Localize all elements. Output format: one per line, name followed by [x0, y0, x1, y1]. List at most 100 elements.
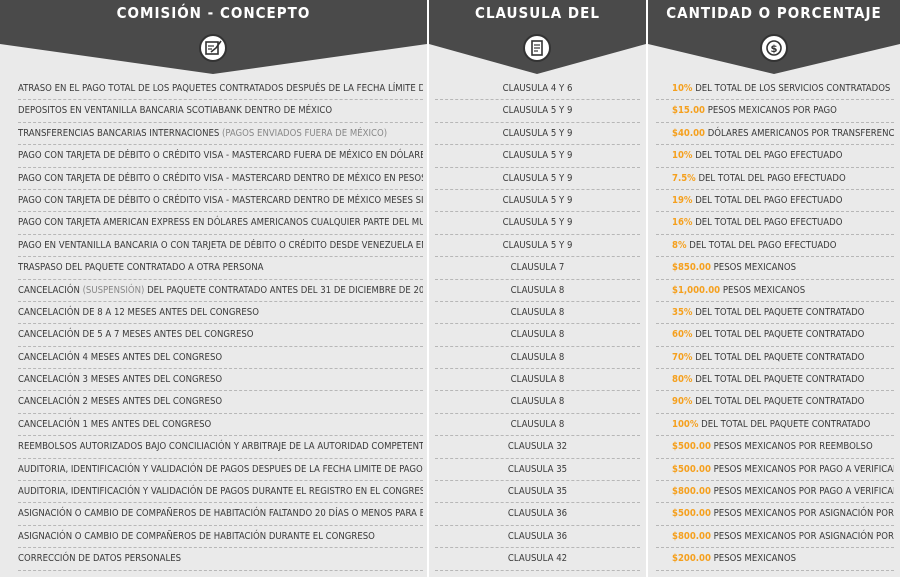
concept-text: CANCELACIÓN DE 8 A 12 MESES ANTES DEL CO… — [18, 306, 259, 318]
amount-text: PESOS MEXICANOS — [713, 262, 797, 274]
table-row: CLAUSULA 36 — [435, 503, 640, 526]
table-row: CLAUSULA 5 Y 9 — [435, 168, 640, 190]
table-row: AUDITORIA, IDENTIFICACIÓN Y VALIDACIÓN D… — [18, 481, 423, 504]
concept-text: CORRECCIÓN DE DATOS PERSONALES — [18, 553, 182, 565]
concept-text: TRASPASO DEL PAQUETE CONTRATADO A OTRA P… — [18, 262, 264, 274]
concept-text: CANCELACIÓN 2 MESES ANTES DEL CONGRESO — [18, 396, 223, 408]
table-row: CLAUSULA 8 — [435, 391, 640, 414]
table-row: CLAUSULA 4 Y 6 — [435, 78, 640, 101]
table-row: CLAUSULA 8 — [435, 324, 640, 347]
table-row: 7.5% DEL TOTAL DEL PAGO EFECTUADO — [656, 168, 894, 190]
table-row: CANCELACIÓN (SUSPENSIÓN) DEL PAQUETE CON… — [18, 280, 423, 302]
concept-text: REEMBOLSOS AUTORIZADOS BAJO CONCILIACIÓN… — [18, 441, 423, 453]
table-row: CLAUSULA 7 — [435, 257, 640, 280]
amount-text: PESOS MEXICANOS POR PAGO A VERIFICAR — [713, 486, 894, 498]
clause-rows: CLAUSULA 4 Y 6 CLAUSULA 5 Y 9 CLAUSULA 5 Y… — [429, 78, 646, 571]
table-row: CLAUSULA 5 Y 9 — [435, 212, 640, 235]
amount-text: DEL TOTAL DEL PAQUETE CONTRATADO — [695, 329, 865, 341]
clause-text: CLAUSULA 5 Y 9 — [502, 150, 573, 162]
table-row: CANCELACIÓN DE 5 A 7 MESES ANTES DEL CON… — [18, 324, 423, 347]
amount-column: CANTIDAD O PORCENTAJE $ 10% DEL TOTAL DE… — [648, 0, 900, 577]
concept-text: ASIGNACIÓN O CAMBIO DE COMPAÑEROS DE HAB… — [18, 530, 375, 542]
table-row: 10% DEL TOTAL DEL PAGO EFECTUADO — [656, 145, 894, 168]
amount-value: $500.00 — [672, 463, 711, 475]
clause-text: CLAUSULA 8 — [510, 284, 565, 296]
clause-text: CLAUSULA 8 — [510, 329, 565, 341]
clause-text: CLAUSULA 5 Y 9 — [502, 217, 573, 229]
table-row: DEPOSITOS EN VENTANILLA BANCARIA SCOTIAB… — [18, 100, 423, 123]
table-row: $800.00 PESOS MEXICANOS POR PAGO A VERIF… — [656, 481, 894, 504]
table-row: PAGO CON TARJETA DE DÉBITO O CRÉDITO VIS… — [18, 190, 423, 213]
contract-document-icon — [523, 34, 551, 62]
concept-column: COMISIÓN - CONCEPTO ATRASO EN EL PAGO TO… — [0, 0, 427, 577]
table-row: CLAUSULA 8 — [435, 369, 640, 392]
clause-text: CLAUSULA 5 Y 9 — [502, 172, 573, 184]
concept-text: CANCELACIÓN DE 5 A 7 MESES ANTES DEL CON… — [18, 329, 254, 341]
amount-text: PESOS MEXICANOS POR PAGO — [707, 105, 837, 117]
table-row: PAGO EN VENTANILLA BANCARIA O CON TARJET… — [18, 235, 423, 258]
svg-text:$: $ — [771, 44, 778, 55]
amount-text: DEL TOTAL DEL PAGO EFECTUADO — [695, 150, 843, 162]
concept-text: ASIGNACIÓN O CAMBIO DE COMPAÑEROS DE HAB… — [18, 508, 423, 520]
concept-note: (SUSPENSIÓN) — [82, 284, 145, 296]
table-row: CLAUSULA 5 Y 9 — [435, 100, 640, 123]
signed-document-icon — [199, 34, 227, 62]
amount-text: PESOS MEXICANOS POR PAGO A VERIFICAR — [713, 463, 894, 475]
table-row: CLAUSULA 8 — [435, 347, 640, 370]
table-row: $40.00 DÓLARES AMERICANOS POR TRANSFEREN… — [656, 123, 894, 146]
clause-text: CLAUSULA 36 — [507, 530, 568, 542]
clause-text: CLAUSULA 8 — [510, 374, 565, 386]
table-row: 10% DEL TOTAL DE LOS SERVICIOS CONTRATAD… — [656, 78, 894, 101]
amount-value: $850.00 — [672, 262, 711, 274]
clause-text: CLAUSULA 8 — [510, 306, 565, 318]
table-row: $500.00 PESOS MEXICANOS POR REEMBOLSO — [656, 436, 894, 459]
table-row: $500.00 PESOS MEXICANOS POR ASIGNACIÓN P… — [656, 503, 894, 526]
table-row: 70% DEL TOTAL DEL PAQUETE CONTRATADO — [656, 347, 894, 370]
table-row: CLAUSULA 5 Y 9 — [435, 145, 640, 168]
clause-text: CLAUSULA 4 Y 6 — [502, 83, 573, 94]
clause-header: CLAUSULA DEL CONTRATO — [429, 0, 646, 48]
amount-value: 100% — [672, 418, 699, 430]
clause-text: CLAUSULA 5 Y 9 — [502, 194, 573, 206]
table-row: CLAUSULA 5 Y 9 — [435, 190, 640, 213]
table-row: PAGO CON TARJETA DE DÉBITO O CRÉDITO VIS… — [18, 145, 423, 168]
amount-value: 70% — [672, 351, 693, 363]
amount-text: PESOS MEXICANOS — [713, 553, 797, 565]
amount-value: 8% — [672, 239, 687, 251]
clause-text: CLAUSULA 5 Y 9 — [502, 105, 573, 117]
concept-text: PAGO CON TARJETA DE DÉBITO O CRÉDITO VIS… — [18, 172, 423, 184]
concept-text: PAGO EN VENTANILLA BANCARIA O CON TARJET… — [18, 239, 423, 251]
table-row: CORRECCIÓN DE DATOS PERSONALES — [18, 548, 423, 571]
amount-text: DEL TOTAL DEL PAQUETE CONTRATADO — [701, 418, 871, 430]
table-row: AUDITORIA, IDENTIFICACIÓN Y VALIDACIÓN D… — [18, 459, 423, 482]
amount-text: DEL TOTAL DEL PAQUETE CONTRATADO — [695, 396, 865, 408]
clause-text: CLAUSULA 35 — [507, 486, 568, 498]
amount-value: 90% — [672, 396, 693, 408]
table-row: $850.00 PESOS MEXICANOS — [656, 257, 894, 280]
table-row: $800.00 PESOS MEXICANOS POR ASIGNACIÓN P… — [656, 526, 894, 549]
table-row: 60% DEL TOTAL DEL PAQUETE CONTRATADO — [656, 324, 894, 347]
concept-header: COMISIÓN - CONCEPTO — [0, 0, 427, 26]
table-row: CLAUSULA 8 — [435, 302, 640, 325]
table-row: 16% DEL TOTAL DEL PAGO EFECTUADO — [656, 212, 894, 235]
clause-text: CLAUSULA 5 Y 9 — [502, 127, 573, 139]
table-row: CLAUSULA 8 — [435, 414, 640, 437]
table-row: ASIGNACIÓN O CAMBIO DE COMPAÑEROS DE HAB… — [18, 503, 423, 526]
table-row: 8% DEL TOTAL DEL PAGO EFECTUADO — [656, 235, 894, 258]
concept-text: AUDITORIA, IDENTIFICACIÓN Y VALIDACIÓN D… — [18, 463, 423, 475]
amount-value: $200.00 — [672, 553, 711, 565]
concept-text: CANCELACIÓN 4 MESES ANTES DEL CONGRESO — [18, 351, 223, 363]
table-row: CANCELACIÓN 4 MESES ANTES DEL CONGRESO — [18, 347, 423, 370]
amount-value: 10% — [672, 150, 693, 162]
table-row: CLAUSULA 35 — [435, 459, 640, 482]
clause-text: CLAUSULA 42 — [507, 553, 568, 565]
amount-text: PESOS MEXICANOS POR ASIGNACIÓN POR PERSO… — [713, 530, 894, 542]
table-row: $1,000.00 PESOS MEXICANOS — [656, 280, 894, 302]
amount-text: PESOS MEXICANOS POR ASIGNACIÓN POR PERSO… — [713, 508, 894, 520]
table-row: ATRASO EN EL PAGO TOTAL DE LOS PAQUETES … — [18, 78, 423, 101]
table-row: 80% DEL TOTAL DEL PAQUETE CONTRATADO — [656, 369, 894, 392]
amount-text: DEL TOTAL DEL PAQUETE CONTRATADO — [695, 351, 865, 363]
table-row: TRANSFERENCIAS BANCARIAS INTERNACIONES (… — [18, 123, 423, 146]
amount-value: 16% — [672, 217, 693, 229]
clause-text: CLAUSULA 32 — [507, 441, 568, 453]
